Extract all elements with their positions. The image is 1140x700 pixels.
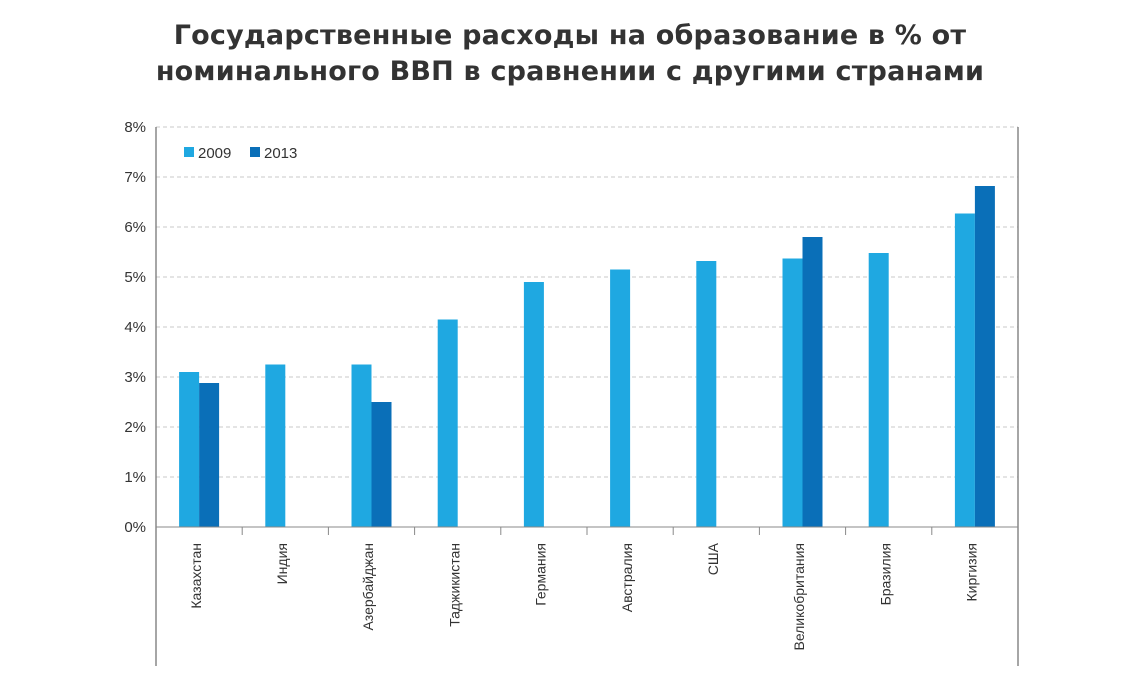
x-category-label: Индия <box>274 543 290 584</box>
x-category-label: Таджикистан <box>446 543 462 627</box>
x-category-label: Бразилия <box>877 543 893 605</box>
x-category-label: Великобритания <box>791 543 807 651</box>
legend: 2009 2013 <box>184 145 297 162</box>
bar-2009 <box>868 253 889 527</box>
y-tick-label: 4% <box>124 319 146 336</box>
bar-2009 <box>351 364 372 527</box>
bar-2009 <box>523 282 544 527</box>
y-tick-label: 8% <box>124 119 146 136</box>
x-category-label: Азербайджан <box>360 543 376 631</box>
bar-2009 <box>179 372 200 527</box>
y-tick-label: 3% <box>124 369 146 386</box>
x-category-label: Австралия <box>619 543 635 612</box>
bar-2009 <box>610 269 631 527</box>
x-category-label: Казахстан <box>188 543 204 609</box>
x-category-label: США <box>705 542 721 575</box>
x-category-label: Германия <box>533 543 549 606</box>
y-tick-label: 6% <box>124 219 146 236</box>
legend-swatch <box>184 147 194 157</box>
y-tick-label: 7% <box>124 169 146 186</box>
bar-2009 <box>696 261 717 527</box>
y-tick-label: 2% <box>124 419 146 436</box>
chart-title: Государственные расходы на образование в… <box>0 18 1140 90</box>
chart-title-line-2: номинального ВВП в сравнении с другими с… <box>155 56 985 87</box>
y-tick-label: 0% <box>124 519 146 536</box>
bars <box>179 186 995 527</box>
axes <box>155 127 1019 666</box>
x-category-label: Киргизия <box>964 543 980 602</box>
y-tick-label: 5% <box>124 269 146 286</box>
grid-lines <box>156 126 1018 478</box>
bar-2013 <box>802 237 823 527</box>
bar-2009 <box>265 364 286 527</box>
chart-title-line-1: Государственные расходы на образование в… <box>173 20 967 51</box>
bar-2013 <box>974 186 995 527</box>
y-tick-label: 1% <box>124 469 146 486</box>
legend-label: 2009 <box>198 145 231 162</box>
y-tick-labels: 0% 1% 2% 3% 4% 5% 6% 7% 8% <box>124 119 146 536</box>
bar-2013 <box>371 402 392 527</box>
bar-2009 <box>437 319 458 527</box>
legend-label: 2013 <box>264 145 297 162</box>
legend-swatch <box>250 147 260 157</box>
bar-2009 <box>782 258 803 527</box>
x-category-labels: Казахстан Индия Азербайджан Таджикистан Герм… <box>188 542 980 650</box>
bar-2009 <box>954 213 975 527</box>
bar-2013 <box>199 383 220 527</box>
